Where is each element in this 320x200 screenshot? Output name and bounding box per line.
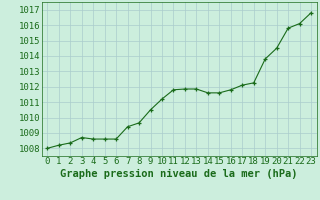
X-axis label: Graphe pression niveau de la mer (hPa): Graphe pression niveau de la mer (hPa) xyxy=(60,169,298,179)
